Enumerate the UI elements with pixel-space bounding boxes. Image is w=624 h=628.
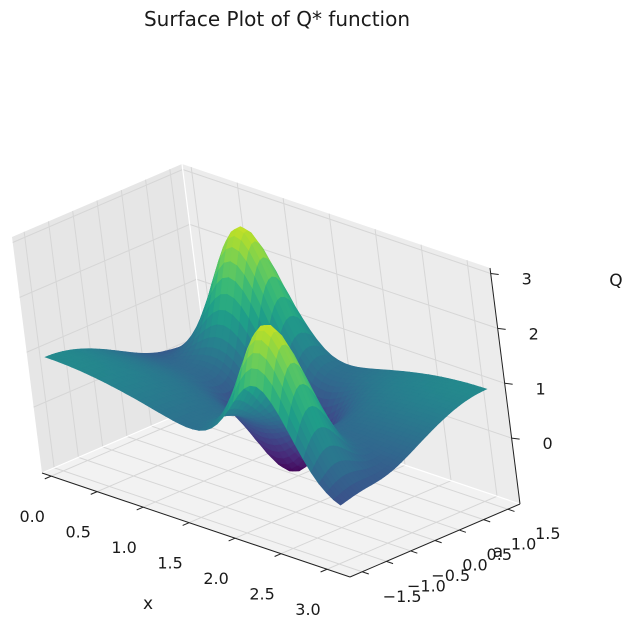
x-tick-label: 1.0 [111,538,136,557]
grid-line-y [47,221,79,458]
x-tick-mark [136,506,144,511]
grid-line-z [182,169,491,274]
grid-line-y [23,231,55,468]
grid-line-x [466,260,498,497]
y-tick-label: 0.0 [462,556,487,575]
x-tick-mark [90,491,98,495]
grid-line-y [126,436,436,541]
y-axis-label: a [493,542,503,562]
z-tick-label: 1 [536,379,546,398]
grid-line-y [53,467,363,573]
z-axis-label: Q [609,271,622,291]
z-tick-label: 0 [543,434,553,453]
y-tick-mark [507,508,515,512]
x-axis-label: x [143,594,153,614]
x-tick-label: 2.0 [203,569,228,588]
x-tick-mark [228,537,236,542]
x-tick-label: 0.0 [19,507,44,526]
y-tick-label: 1.0 [511,535,536,554]
z-tick-mark [497,327,506,330]
chart-title: Surface Plot of Q* function [144,7,410,31]
x-tick-mark [320,568,328,573]
x-tick-mark [44,475,52,480]
x-tick-label: 3.0 [295,600,320,619]
grid-line-z [19,223,190,298]
grid-line-y [102,446,411,552]
z-tick-mark [504,382,513,385]
z-tick-label: 2 [529,324,539,343]
grid-line-x [420,244,452,481]
surface-mesh [44,226,488,506]
y-tick-label: −1.5 [383,587,422,606]
x-tick-label: 0.5 [65,523,90,542]
x-tick-mark [274,553,282,557]
z-tick-mark [511,437,520,440]
y-tick-label: −0.5 [431,566,470,585]
y-tick-mark [483,519,491,523]
x-tick-label: 2.5 [249,585,274,604]
x-tick-label: 1.5 [157,554,182,573]
y-tick-mark [410,550,418,554]
y-tick-mark [386,560,394,565]
z-tick-mark [490,272,499,275]
grid-line-z [12,169,183,243]
surface-facet [333,496,345,506]
grid-line-y [151,425,460,531]
x-axis-line [41,472,351,578]
grid-line-y [96,200,128,437]
grid-line-y [78,456,387,562]
y-tick-label: 0.5 [487,545,512,564]
y-tick-mark [459,529,467,533]
y-tick-label: −1.0 [407,576,446,595]
z-axis-line [489,267,521,505]
y-tick-mark [434,540,442,544]
grid-line-y [72,210,104,447]
y-tick-mark [361,571,369,575]
grid-line-z [26,278,197,353]
y-tick-label: 1.5 [535,524,560,543]
tick-labels: 0.00.51.01.52.02.53.0−1.5−1.0−0.50.00.51… [19,269,560,619]
x-tick-mark [182,522,190,526]
z-tick-label: 3 [522,269,532,288]
